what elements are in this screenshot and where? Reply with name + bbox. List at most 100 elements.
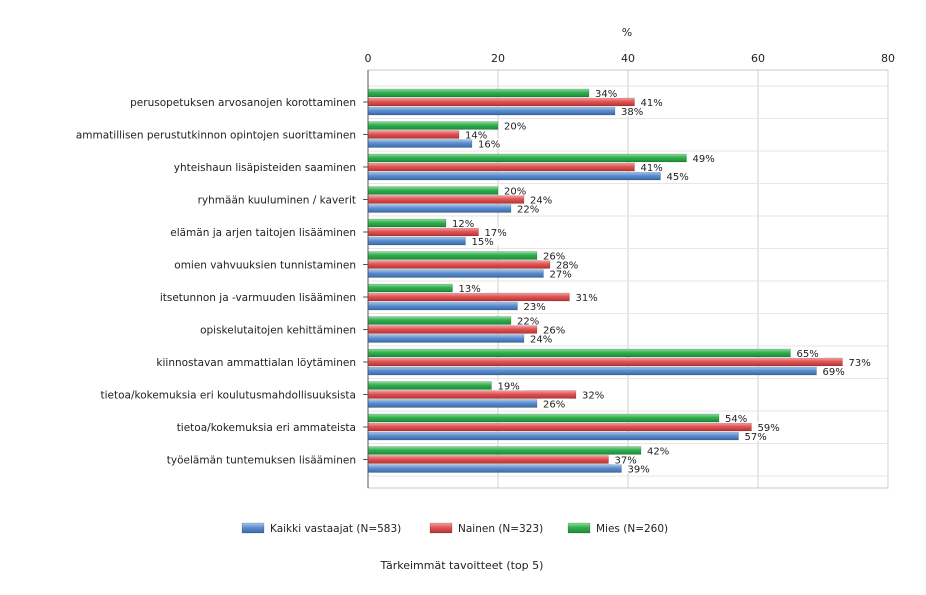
bar [367,399,538,408]
data-label: 49% [693,154,715,165]
category-label: tietoa/kokemuksia eri ammateista [177,422,356,434]
data-label: 39% [628,465,650,476]
bar [367,139,473,148]
x-tick-label: 20 [491,52,505,65]
category-label: työelämän tuntemuksen lisääminen [167,455,356,467]
bar [367,413,720,423]
data-label-bg [450,218,480,228]
data-label-bg [593,88,623,98]
bar [367,316,512,325]
bar [367,195,525,204]
data-label-bg [495,380,526,391]
axes [363,70,369,488]
data-label-bg [846,357,877,367]
data-label-bg [463,129,493,140]
category-label: perusopetuksen arvosanojen korottaminen [130,97,356,109]
data-label-bg [528,194,558,205]
data-label: 34% [595,89,617,100]
data-label-bg [476,138,506,149]
bar [367,464,622,473]
data-label: 20% [504,187,526,198]
data-label: 20% [504,122,526,133]
legend-label: Kaikki vastaajat (N=583) [270,523,401,535]
data-label: 26% [543,252,565,263]
data-label: 22% [517,317,539,328]
bar [367,357,843,367]
data-label: 59% [758,423,780,434]
data-label: 14% [465,131,487,142]
data-label-bg [469,236,500,246]
data-label-bg [573,292,604,302]
x-tick-label: 40 [621,52,635,65]
bar [367,171,661,181]
data-label: 22% [517,205,539,216]
data-label: 19% [498,382,520,393]
data-label-bg [541,250,571,261]
labels: 0 20 40 60 80%34%41%38%perusopetuksen arvosa… [76,26,895,476]
data-label-bg [755,422,786,432]
bar [367,130,460,139]
bar [367,366,817,376]
legend-swatch [429,522,453,534]
data-label-bg [515,203,545,214]
chart-caption: Tärkeimmät tavoitteet (top 5) [380,559,544,572]
bar [367,106,616,116]
legend-label: Mies (N=260) [596,523,668,535]
data-label: 13% [459,284,481,295]
data-label-bg [528,333,558,344]
data-label-bg [638,162,669,172]
x-tick-label: 80 [881,52,895,65]
bar [367,348,791,358]
bar [367,334,525,343]
category-label: omien vahvuuksien tunnistaminen [174,260,356,272]
category-label: ryhmään kuuluminen / kaverit [198,195,356,207]
data-label: 15% [472,237,494,248]
bar [367,153,687,163]
bar [367,283,453,293]
bar [367,269,544,278]
bar [367,390,577,399]
data-label-bg [541,324,571,335]
bar [367,218,447,228]
data-label: 45% [667,172,689,183]
data-label: 16% [478,140,500,151]
data-label-bg [820,366,851,376]
data-label: 24% [530,335,552,346]
gridlines [367,69,889,489]
legend-swatch [241,522,265,534]
bar [367,251,538,260]
data-label: 28% [556,261,578,272]
data-label-bg [547,268,578,279]
data-label: 38% [621,107,643,118]
bar [367,236,466,246]
category-label: tietoa/kokemuksia eri koulutusmahdollisu… [101,390,357,402]
category-label: kiinnostavan ammattialan löytäminen [156,357,356,369]
data-label: 26% [543,326,565,337]
data-label: 32% [582,391,604,402]
data-label-bg [456,283,487,293]
data-label-bg [482,227,513,237]
legend: Kaikki vastaajat (N=583) Nainen (N=323) Mi… [241,522,668,572]
data-label-bg [619,106,649,116]
data-label-bg [625,463,656,474]
bar [367,381,492,390]
bar [367,422,752,432]
bar [367,186,499,195]
bar [367,121,499,130]
data-label-bg [638,97,669,107]
data-label: 24% [530,196,552,207]
legend-swatch [567,522,591,534]
bar [367,260,551,269]
bar [367,446,642,455]
category-label: elämän ja arjen taitojen lisääminen [170,227,356,239]
data-label: 42% [647,447,669,458]
bar [367,88,590,98]
data-label: 12% [452,219,474,230]
data-label: 57% [745,432,767,443]
bar [367,325,538,334]
data-label: 26% [543,400,565,411]
legend-label: Nainen (N=323) [458,523,543,535]
category-label: itsetunnon ja -varmuuden lisääminen [160,292,356,304]
